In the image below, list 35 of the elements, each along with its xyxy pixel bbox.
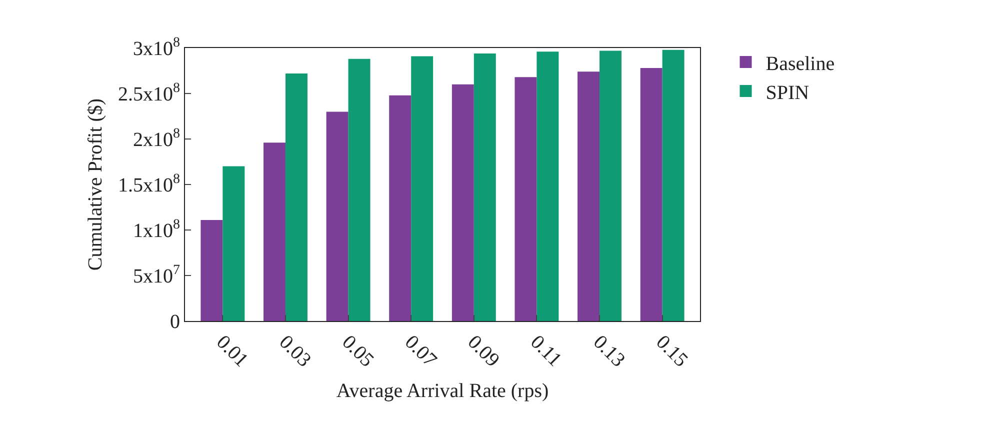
legend-label: Baseline [766,52,835,75]
x-tick-label: 0.09 [463,331,504,372]
bar [411,56,434,321]
bar [222,166,245,321]
bar [640,68,662,321]
bar [536,52,559,321]
x-tick-label: 0.13 [588,331,630,372]
x-tick-label: 0.11 [526,331,566,371]
bar [326,112,348,321]
y-tick-label: 0 [170,311,180,333]
y-tick-label: 1.5x10$^{8}$ [118,172,180,196]
bar [662,50,684,321]
bar [200,220,223,321]
y-tick-label: 2.5x10$^{8}$ [118,81,180,106]
bar [600,50,622,321]
x-tick-label: 0.05 [338,331,378,372]
y-tick-label: 2x10$^{8}$ [133,126,180,151]
y-tick-label: 1x10$^{8}$ [133,218,180,242]
bar [474,53,496,321]
y-axis-title: Cumulative Profit ($) [84,98,106,271]
x-tick-label: 0.01 [212,331,252,372]
bar [348,58,370,321]
bar [578,72,600,321]
legend-label: SPIN [766,82,810,104]
y-tick-label: 3x10$^{8}$ [133,36,180,60]
x-tick-label: 0.07 [400,331,441,372]
x-tick-label: 0.15 [652,331,692,372]
bar [452,84,474,321]
x-axis-title: Average Arrival Rate (rps) [336,380,549,402]
bar [285,73,308,321]
bar [264,142,286,321]
bar [514,77,537,321]
x-tick-label: 0.03 [274,331,316,372]
y-tick-label: 5x10$^{7}$ [133,263,180,288]
bar [389,95,412,321]
